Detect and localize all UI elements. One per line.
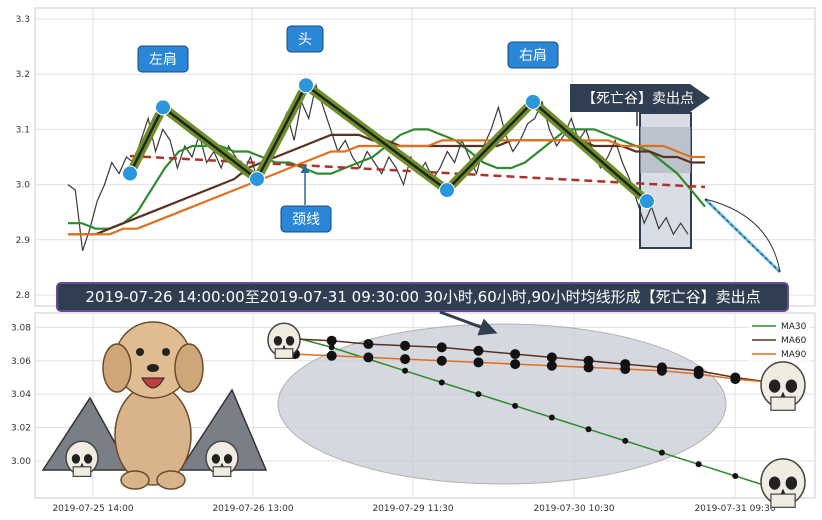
bottom-point-ma60 (436, 342, 447, 353)
bottom-y-tick-label: 3.02 (11, 424, 31, 434)
bottom-point-ma30 (438, 379, 445, 386)
skull-icons (65, 322, 806, 508)
label-right-shoulder: 右肩 (507, 41, 559, 69)
top-y-ticks: 2.8 2.9 3.0 3.1 3.2 3.3 (16, 15, 31, 301)
bottom-point-ma60 (363, 339, 374, 350)
bottom-point-ma30 (732, 472, 739, 479)
top-panel: 2.8 2.9 3.0 3.1 3.2 3.3 左肩 头 右肩 (16, 7, 816, 307)
price-line (67, 83, 689, 251)
label-right-shoulder-text: 右肩 (519, 48, 547, 64)
skull-icon (205, 440, 239, 477)
top-y-tick-label: 3.2 (16, 70, 30, 80)
bottom-point-ma90 (656, 365, 667, 376)
bottom-x-tick-label: 2019-07-31 09:30 (694, 504, 775, 514)
top-y-tick-label: 3.1 (16, 125, 30, 135)
bottom-x-tick-label: 2019-07-30 10:30 (533, 504, 614, 514)
head-shoulders-pattern (122, 77, 655, 210)
bottom-point-ma90 (693, 369, 704, 380)
label-head: 头 (286, 25, 324, 53)
bottom-point-ma90 (473, 357, 484, 368)
label-neckline-text: 颈线 (292, 212, 320, 228)
bottom-point-ma90 (326, 350, 337, 361)
bottom-point-ma90 (436, 355, 447, 366)
label-head-text: 头 (298, 32, 312, 48)
pattern-point (439, 182, 455, 199)
pattern-segment (162, 106, 258, 181)
bottom-y-tick-label: 3.08 (11, 323, 31, 333)
bottom-point-ma60 (326, 335, 337, 346)
pattern-segment (446, 100, 534, 191)
pattern-point (122, 165, 138, 182)
pattern-segment (305, 84, 448, 192)
bottom-point-ma90 (583, 362, 594, 373)
bottom-line-ma30 (294, 336, 773, 489)
bottom-point-ma60 (546, 352, 557, 363)
top-y-tick-label: 2.9 (16, 236, 31, 246)
skull-icon (760, 458, 806, 508)
bottom-point-ma30 (622, 437, 629, 444)
pattern-point (155, 99, 171, 116)
bottom-x-tick-label: 2019-07-25 14:00 (52, 504, 133, 514)
bottom-point-ma30 (328, 344, 335, 351)
label-left-shoulder-text: 左肩 (149, 52, 177, 68)
legend: MA30 MA60 MA90 (748, 318, 810, 362)
top-y-tick-label: 2.8 (16, 291, 31, 301)
bottom-point-ma90 (510, 359, 521, 370)
bottom-point-ma90 (620, 364, 631, 375)
bottom-point-ma90 (363, 352, 374, 363)
bottom-point-ma30 (695, 461, 702, 468)
pattern-segment (128, 106, 165, 175)
banner-pointer-arrow (439, 310, 498, 336)
bottom-x-tick-label: 2019-07-29 11:30 (372, 504, 453, 514)
bottom-x-tick-label: 2019-07-26 13:00 (212, 504, 293, 514)
bottom-y-tick-label: 3.00 (11, 457, 31, 467)
bottom-point-ma60 (400, 340, 411, 351)
projection-arc (704, 198, 781, 273)
bottom-point-ma30 (512, 402, 519, 409)
projection-line (703, 197, 782, 274)
top-y-tick-label: 3.0 (16, 181, 31, 191)
pattern-point (298, 77, 314, 94)
bottom-point-ma90 (400, 354, 411, 365)
skull-icon (760, 361, 806, 411)
legend-ma90: MA90 (781, 350, 807, 360)
dog-illustration (102, 321, 204, 490)
banner: 2019-07-26 14:00:00至2019-07-31 09:30:00 … (56, 282, 789, 312)
label-neckline: 颈线 (280, 164, 332, 233)
skull-icon (267, 322, 301, 359)
banner-text: 2019-07-26 14:00:00至2019-07-31 09:30:00 … (85, 288, 760, 306)
bottom-point-ma60 (473, 345, 484, 356)
pattern-segment (532, 100, 648, 203)
bottom-y-tick-label: 3.04 (11, 390, 31, 400)
pattern-point (525, 93, 541, 110)
mountain-illustration (41, 388, 268, 471)
bottom-point-ma30 (658, 449, 665, 456)
label-sell-point: 【死亡谷】卖出点 (570, 84, 710, 126)
legend-ma60: MA60 (781, 336, 807, 346)
bottom-line-ma60 (294, 338, 773, 384)
bottom-point-ma90 (730, 374, 741, 385)
banner-box (56, 282, 789, 312)
bottom-point-ma30 (475, 391, 482, 398)
bottom-point-ma30 (585, 426, 592, 433)
bottom-point-ma30 (402, 367, 409, 374)
bottom-point-ma90 (546, 360, 557, 371)
pattern-point (639, 193, 655, 210)
bottom-point-ma60 (510, 349, 521, 360)
bottom-y-tick-label: 3.06 (11, 357, 31, 367)
top-y-tick-label: 3.3 (16, 15, 30, 25)
label-sell-point-text: 【死亡谷】卖出点 (582, 91, 694, 107)
bottom-line-ma90 (294, 353, 773, 384)
bottom-point-ma30 (548, 414, 555, 421)
bottom-y-ticks: 3.00 3.02 3.04 3.06 3.08 (11, 323, 31, 467)
bottom-panel: 3.003.023.043.063.08 2019-07-25 14:00 201… (11, 310, 816, 514)
pattern-segment (255, 84, 308, 180)
focus-ellipse (277, 323, 727, 485)
legend-ma30: MA30 (781, 322, 807, 332)
pattern-point (249, 171, 265, 188)
bottom-x-ticks: 2019-07-25 14:00 2019-07-26 13:00 2019-07-… (52, 504, 775, 514)
label-left-shoulder: 左肩 (137, 45, 189, 73)
skull-icon (65, 440, 99, 477)
